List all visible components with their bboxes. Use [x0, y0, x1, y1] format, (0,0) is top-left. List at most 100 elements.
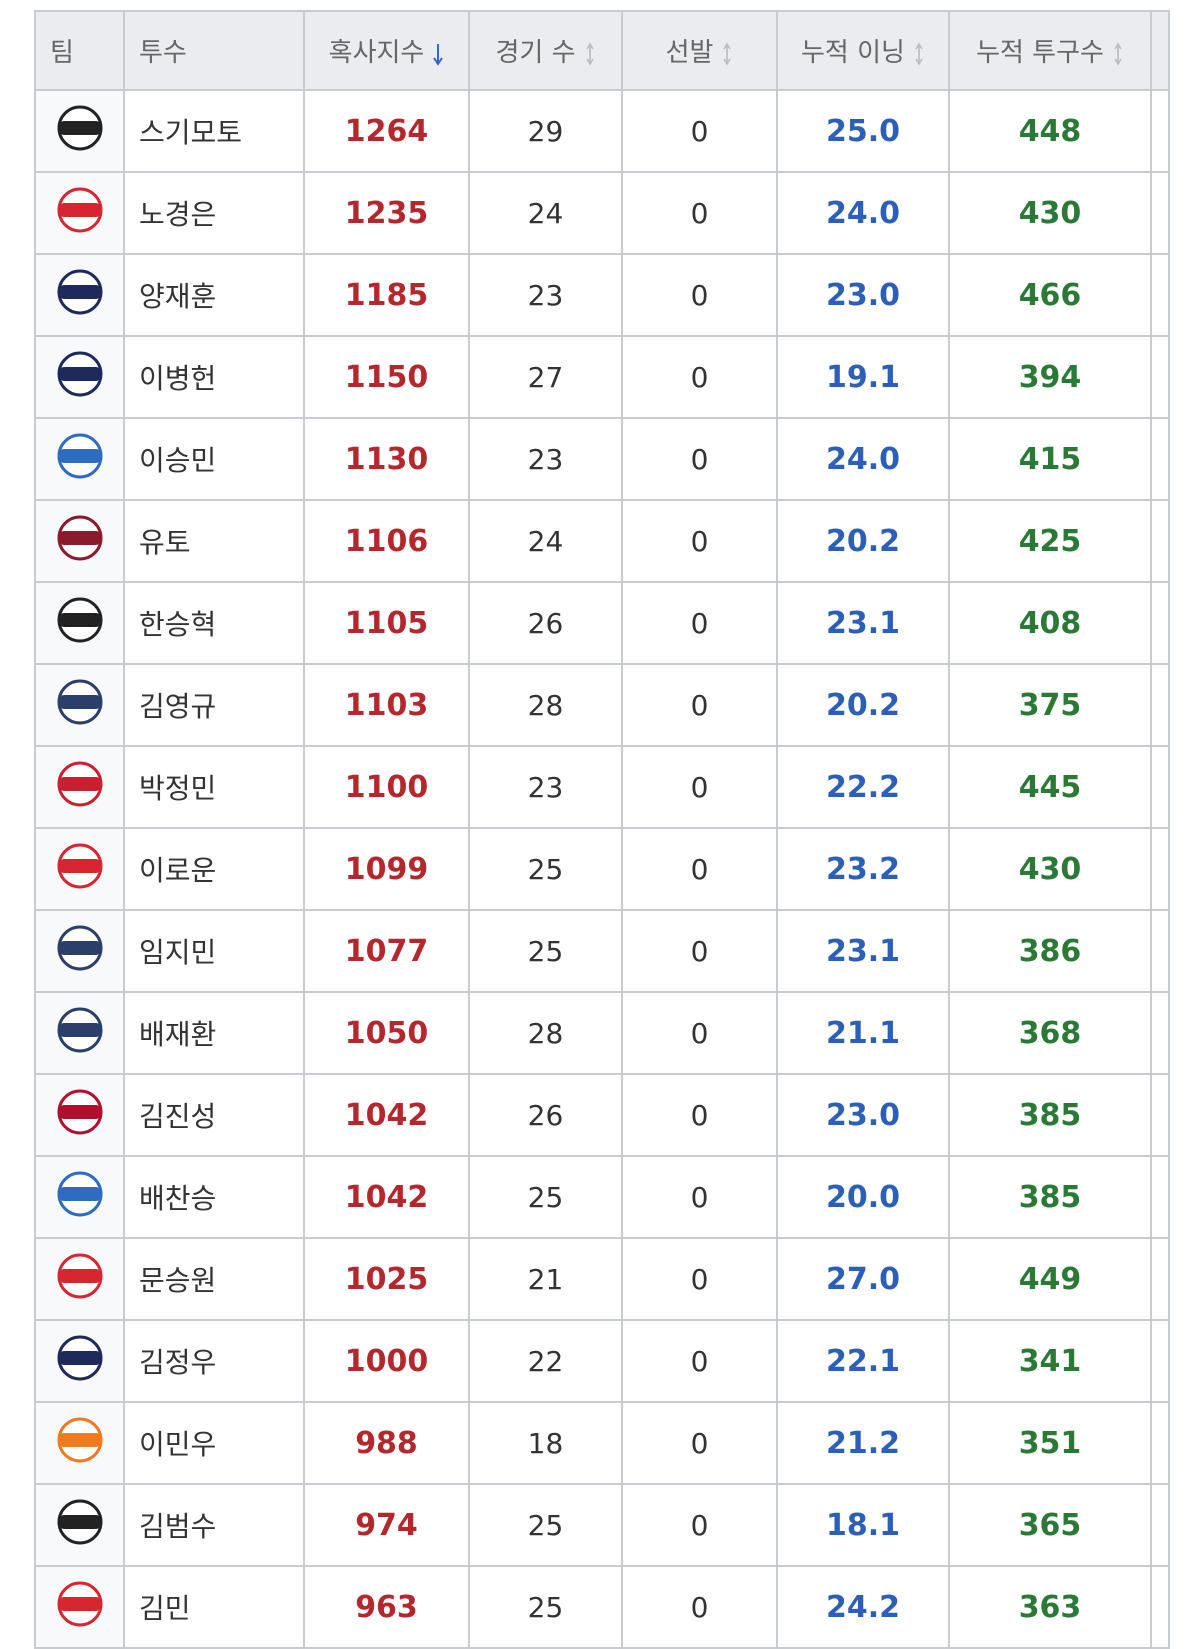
partial-cell — [1150, 663, 1170, 747]
stat-cell: 1050 — [303, 991, 470, 1075]
sort-icon[interactable] — [913, 41, 925, 66]
stat-cell: 27.0 — [776, 1237, 950, 1321]
stat-cell: 23.0 — [776, 253, 950, 337]
column-header[interactable]: 선발 — [621, 10, 778, 91]
stat-cell: 0 — [621, 1483, 778, 1567]
team-logo — [57, 1335, 102, 1380]
table-row: 김영규 1103 28 0 20.2 375 — [34, 663, 1170, 747]
table-row: 문승원 1025 21 0 27.0 449 — [34, 1237, 1170, 1321]
stat-cell: 23.1 — [776, 909, 950, 993]
player-name: 김진성 — [123, 1073, 305, 1157]
stat-cell: 1185 — [303, 253, 470, 337]
stat-cell: 21 — [468, 1237, 623, 1321]
stat-cell: 28 — [468, 663, 623, 747]
player-name: 임지민 — [123, 909, 305, 993]
stat-cell: 25 — [468, 827, 623, 911]
stat-cell: 408 — [948, 581, 1152, 665]
stat-cell: 24.0 — [776, 417, 950, 501]
stat-cell: 430 — [948, 827, 1152, 911]
stat-cell: 27 — [468, 335, 623, 419]
team-logo — [57, 515, 102, 560]
column-header[interactable]: 혹사지수 — [303, 10, 470, 91]
partial-cell — [1150, 499, 1170, 583]
stat-cell: 18 — [468, 1401, 623, 1485]
partial-cell — [1150, 417, 1170, 501]
column-header[interactable]: 경기 수 — [468, 10, 623, 91]
table-row: 이병헌 1150 27 0 19.1 394 — [34, 335, 1170, 419]
column-header[interactable]: 누적 투구수 — [948, 10, 1152, 91]
stat-cell: 24.2 — [776, 1565, 950, 1649]
stat-cell: 351 — [948, 1401, 1152, 1485]
table-row: 노경은 1235 24 0 24.0 430 — [34, 171, 1170, 255]
sort-icon[interactable] — [721, 41, 733, 66]
table-body: 스기모토 1264 29 0 25.0 448 노경은 1235 24 0 24.0 430 양재훈 11… — [34, 89, 1170, 1649]
team-cell — [34, 827, 125, 911]
team-logo — [57, 1171, 102, 1216]
partial-cell — [1150, 745, 1170, 829]
stat-cell: 18.1 — [776, 1483, 950, 1567]
stat-cell: 974 — [303, 1483, 470, 1567]
stat-cell: 23.0 — [776, 1073, 950, 1157]
stat-cell: 963 — [303, 1565, 470, 1649]
sort-icon[interactable] — [584, 41, 596, 66]
column-header-partial — [1150, 10, 1170, 91]
partial-cell — [1150, 991, 1170, 1075]
table-row: 김범수 974 25 0 18.1 365 — [34, 1483, 1170, 1567]
stat-cell: 0 — [621, 1073, 778, 1157]
sort-icon[interactable] — [432, 42, 444, 66]
team-cell — [34, 1483, 125, 1567]
team-cell — [34, 745, 125, 829]
stat-cell: 1103 — [303, 663, 470, 747]
stat-cell: 0 — [621, 89, 778, 173]
team-cell — [34, 1319, 125, 1403]
stat-cell: 341 — [948, 1319, 1152, 1403]
stat-cell: 24.0 — [776, 171, 950, 255]
stat-cell: 1264 — [303, 89, 470, 173]
stat-cell: 1042 — [303, 1073, 470, 1157]
team-logo — [57, 433, 102, 478]
column-header[interactable]: 누적 이닝 — [776, 10, 950, 91]
stat-cell: 1042 — [303, 1155, 470, 1239]
player-name: 김정우 — [123, 1319, 305, 1403]
stat-cell: 25 — [468, 1155, 623, 1239]
stat-cell: 23.2 — [776, 827, 950, 911]
team-cell — [34, 499, 125, 583]
stat-cell: 0 — [621, 499, 778, 583]
partial-cell — [1150, 253, 1170, 337]
team-logo — [57, 1499, 102, 1544]
player-name: 이승민 — [123, 417, 305, 501]
stat-cell: 28 — [468, 991, 623, 1075]
sort-icon[interactable] — [1112, 41, 1124, 66]
player-name: 박정민 — [123, 745, 305, 829]
stat-cell: 23 — [468, 417, 623, 501]
stat-cell: 0 — [621, 1401, 778, 1485]
stat-cell: 1150 — [303, 335, 470, 419]
team-logo — [57, 187, 102, 232]
stat-cell: 394 — [948, 335, 1152, 419]
player-name: 이로운 — [123, 827, 305, 911]
team-logo — [57, 679, 102, 724]
stat-cell: 445 — [948, 745, 1152, 829]
table-row: 스기모토 1264 29 0 25.0 448 — [34, 89, 1170, 173]
partial-cell — [1150, 171, 1170, 255]
stat-cell: 988 — [303, 1401, 470, 1485]
stat-cell: 386 — [948, 909, 1152, 993]
player-name: 문승원 — [123, 1237, 305, 1321]
team-logo — [57, 843, 102, 888]
header-text: 선발 — [665, 38, 714, 68]
stat-cell: 375 — [948, 663, 1152, 747]
stat-cell: 0 — [621, 745, 778, 829]
player-name: 스기모토 — [123, 89, 305, 173]
table-row: 배찬승 1042 25 0 20.0 385 — [34, 1155, 1170, 1239]
player-name: 노경은 — [123, 171, 305, 255]
header-text: 누적 이닝 — [801, 38, 905, 68]
table-row: 이승민 1130 23 0 24.0 415 — [34, 417, 1170, 501]
partial-cell — [1150, 581, 1170, 665]
stat-cell: 363 — [948, 1565, 1152, 1649]
stat-cell: 1000 — [303, 1319, 470, 1403]
column-header: 투수 — [123, 10, 305, 91]
stat-cell: 24 — [468, 171, 623, 255]
stat-cell: 25.0 — [776, 89, 950, 173]
player-name: 양재훈 — [123, 253, 305, 337]
